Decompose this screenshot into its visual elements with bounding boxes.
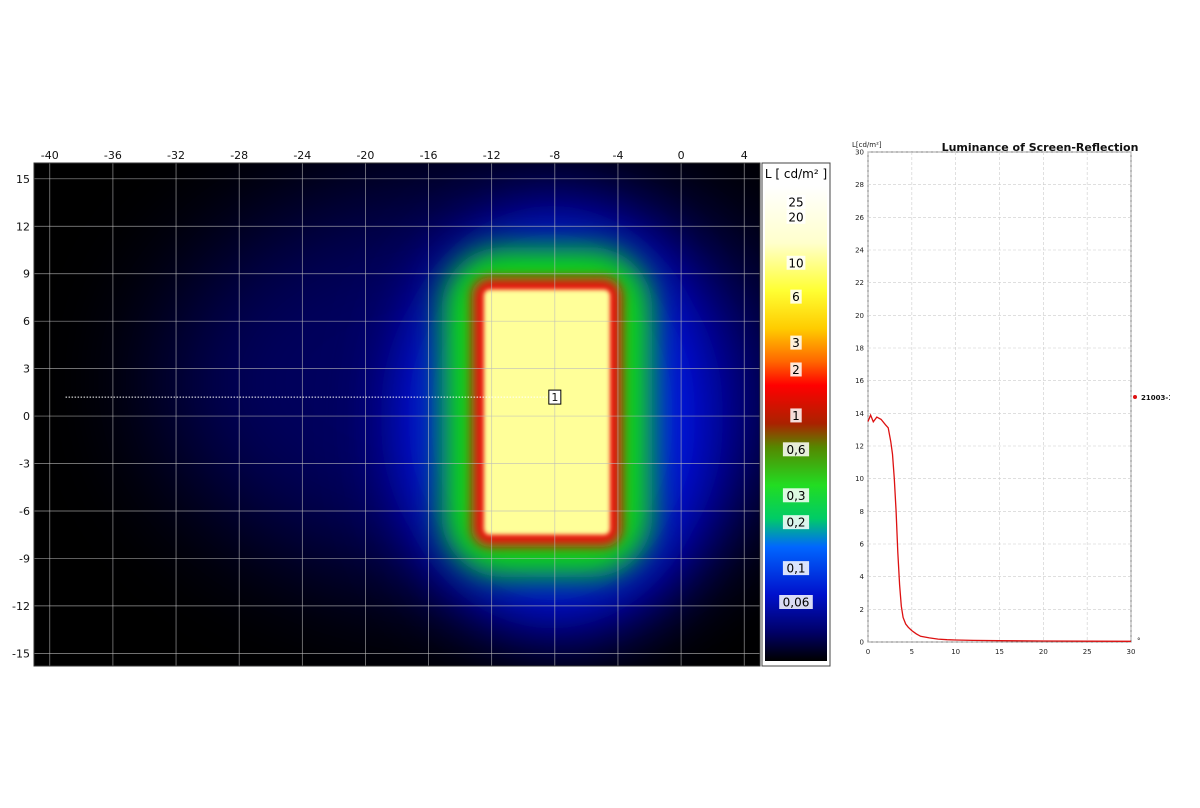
y-tick-label: -12 xyxy=(12,600,30,613)
colorbar-label: 0,6 xyxy=(786,443,805,457)
profile-y-tick-label: 8 xyxy=(860,508,864,516)
profile-grid xyxy=(867,151,1132,643)
profile-xlabel: ° xyxy=(1137,637,1141,645)
profile-series-line xyxy=(867,413,1132,642)
colorbar-label: 0,1 xyxy=(786,562,805,576)
profile-title: Luminance of Screen-Reflection xyxy=(942,141,1139,154)
profile-x-tick-label: 10 xyxy=(951,648,960,656)
x-tick-label: -8 xyxy=(549,149,560,162)
y-tick-label: -15 xyxy=(12,647,30,660)
colorbar-label: 10 xyxy=(788,256,803,270)
profile-x-ticks: 0 5 10 15 20 25 30 xyxy=(866,648,1136,656)
profile-y-tick-label: 24 xyxy=(855,247,864,255)
colorbar-label-bg xyxy=(790,362,802,377)
x-tick-label: -12 xyxy=(483,149,501,162)
colorbar-label: 6 xyxy=(792,290,800,304)
heatmap-glow xyxy=(158,173,760,638)
colorbar-label-bg xyxy=(790,335,802,350)
profile-marker-label: 1 xyxy=(551,391,558,404)
y-tick-label: 9 xyxy=(23,268,30,281)
legend-label: 21003-10-1 xyxy=(1141,394,1170,402)
profile-marker: 1 xyxy=(548,389,562,405)
x-tick-label: -32 xyxy=(167,149,185,162)
colorbar-label-bg xyxy=(782,488,810,503)
colorbar-label-bg xyxy=(790,289,802,304)
x-tick-label: 4 xyxy=(741,149,748,162)
profile-y-tick-label: 0 xyxy=(860,639,864,647)
luminance-heatmap: 1 -40 -36 -32 -28 -24 -20 -16 -12 -8 -4 0 4 1512963… xyxy=(12,149,831,667)
profile-y-tick-label: 12 xyxy=(855,443,864,451)
profile-y-tick-label: 16 xyxy=(855,377,864,385)
x-tick-label: -28 xyxy=(230,149,248,162)
x-tick-label: -36 xyxy=(104,149,122,162)
y-tick-label: -3 xyxy=(19,458,30,471)
y-tick-label: -6 xyxy=(19,505,30,518)
y-tick-label: 6 xyxy=(23,315,30,328)
profile-y-tick-label: 22 xyxy=(855,279,864,287)
colorbar-label-bg xyxy=(782,515,810,530)
colorbar-label-bg xyxy=(786,195,806,209)
y-tick-label: 3 xyxy=(23,363,30,376)
colorbar-label: 20 xyxy=(788,210,803,224)
x-tick-label: 0 xyxy=(678,149,685,162)
profile-y-tick-label: 4 xyxy=(860,573,865,581)
colorbar-label: 1 xyxy=(792,409,800,423)
colorbar-label-bg xyxy=(786,255,806,270)
profile-y-tick-label: 26 xyxy=(855,214,864,222)
y-tick-label: 15 xyxy=(16,173,30,186)
colorbar-label-bg xyxy=(779,595,813,609)
colorbar-label: 0,3 xyxy=(786,489,805,503)
y-tick-label: 0 xyxy=(23,410,30,423)
colorbar-title: L [ cd/m² ] xyxy=(765,167,827,181)
profile-x-tick-label: 15 xyxy=(995,648,1004,656)
profile-y-tick-label: 2 xyxy=(860,606,864,614)
x-tick-label: -20 xyxy=(356,149,374,162)
bright-core xyxy=(483,289,611,535)
heatmap-frame xyxy=(33,162,761,667)
x-tick-label: -24 xyxy=(293,149,311,162)
profile-y-tick-label: 10 xyxy=(855,475,864,483)
colorbar-label: 3 xyxy=(792,336,800,350)
profile-ylabel: L[cd/m²] xyxy=(852,141,882,149)
colorbar-label-bg xyxy=(790,408,802,423)
heatmap-grid xyxy=(34,163,760,666)
y-axis-ticks: 15 12 9 6 3 0 -3 -6 -9 -12 -15 xyxy=(12,173,30,661)
x-tick-label: -40 xyxy=(41,149,59,162)
profile-y-tick-label: 30 xyxy=(855,149,864,157)
colorbar-label-bg xyxy=(786,209,806,224)
profile-y-tick-label: 28 xyxy=(855,181,864,189)
profile-y-tick-label: 6 xyxy=(860,541,865,549)
colorbar-label: 25 xyxy=(788,196,803,210)
profile-x-tick-label: 20 xyxy=(1039,648,1048,656)
profile-y-tick-label: 14 xyxy=(855,410,864,418)
colorbar-label-bg xyxy=(782,561,810,576)
profile-chart: Luminance of Screen-Reflection L[cd/m²] … xyxy=(852,141,1170,656)
x-tick-label: -4 xyxy=(612,149,623,162)
x-tick-label: -16 xyxy=(420,149,438,162)
x-axis-ticks: -40 -36 -32 -28 -24 -20 -16 -12 -8 -4 0 4 xyxy=(41,149,748,162)
profile-legend: 21003-10-1 xyxy=(1133,394,1170,402)
profile-x-tick-label: 25 xyxy=(1083,648,1092,656)
colorbar-label: 0,2 xyxy=(786,516,805,530)
profile-x-tick-label: 5 xyxy=(910,648,914,656)
colorbar-label-bg xyxy=(782,442,810,457)
colorbar-label: 0,06 xyxy=(783,596,810,610)
profile-y-tick-label: 18 xyxy=(855,345,864,353)
profile-x-tick-label: 0 xyxy=(866,648,870,656)
legend-marker xyxy=(1133,395,1137,399)
colorbar-label: 2 xyxy=(792,363,800,377)
y-tick-label: 12 xyxy=(16,220,30,233)
profile-y-tick-label: 20 xyxy=(855,312,864,320)
profile-x-tick-label: 30 xyxy=(1127,648,1136,656)
y-tick-label: -9 xyxy=(19,552,30,565)
